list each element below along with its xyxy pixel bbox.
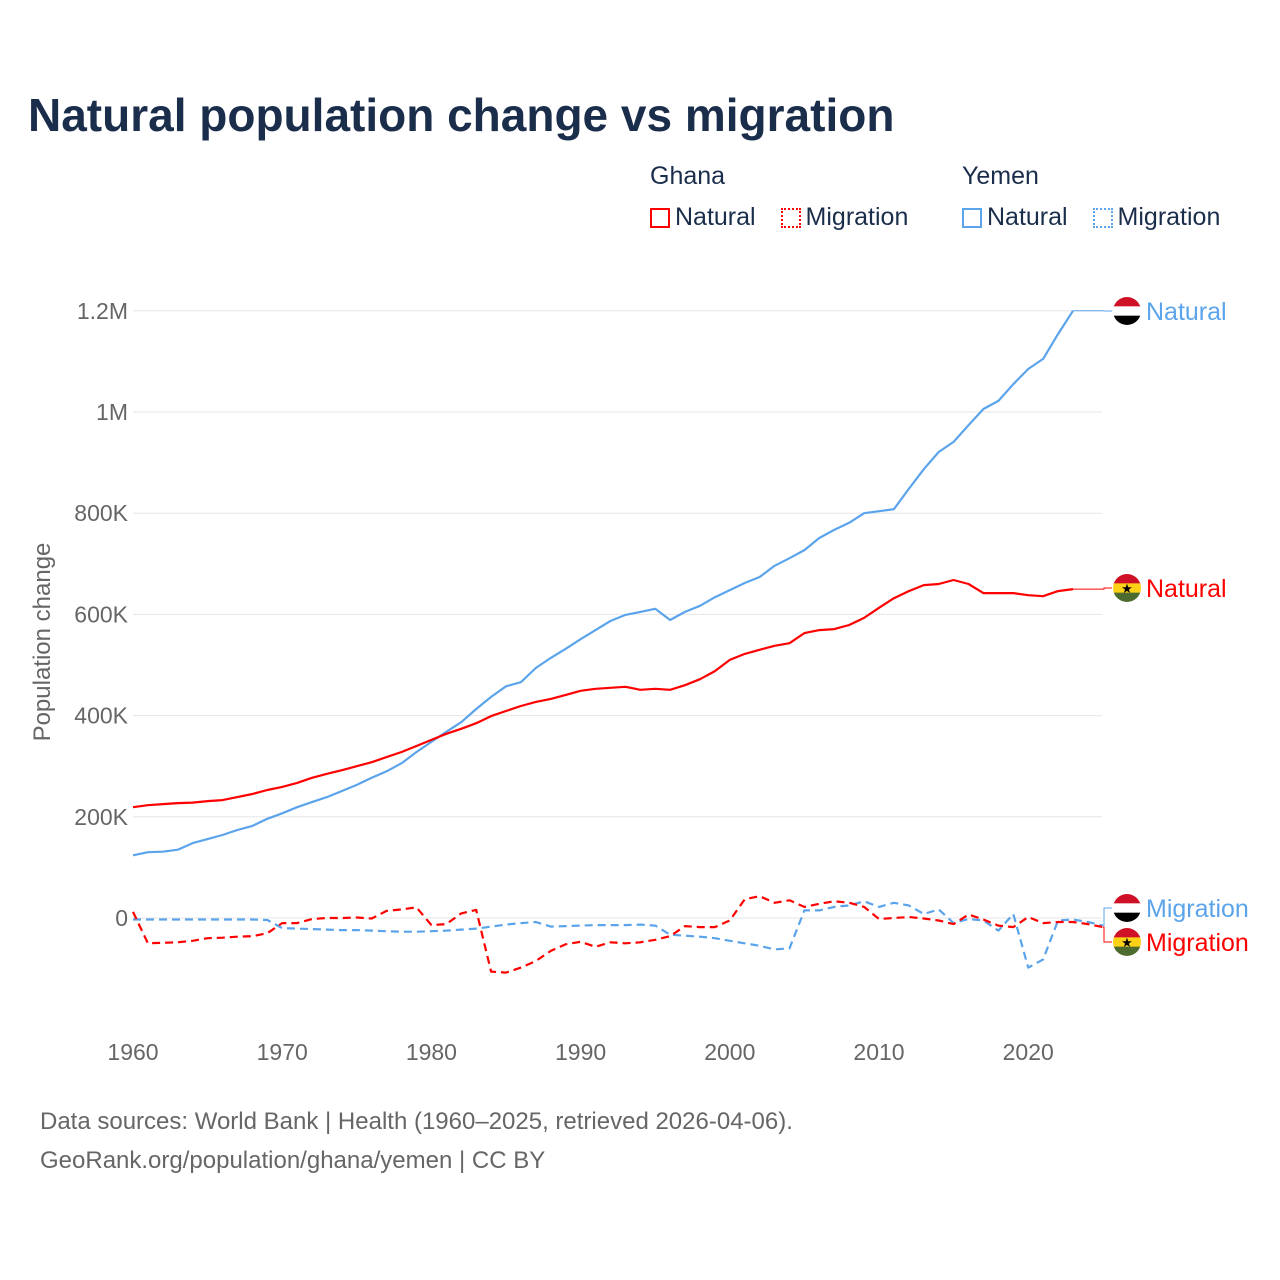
legend-group-title: Ghana xyxy=(650,162,726,190)
footer-sources: Data sources: World Bank | Health (1960–… xyxy=(40,1108,793,1135)
dotted-swatch-icon xyxy=(780,207,801,228)
legend-label: Migration xyxy=(805,203,909,231)
x-tick-label: 1980 xyxy=(406,1039,457,1065)
series-end-label: Migration xyxy=(1146,929,1249,957)
series-line-ghana-natural xyxy=(132,578,1074,809)
x-tick-label: 2000 xyxy=(704,1039,755,1065)
x-tick-label: 1970 xyxy=(257,1039,308,1065)
legend-ghana: Ghana Natural Migration xyxy=(650,162,926,235)
series-line-yemen-migration xyxy=(133,900,1104,969)
yemen-flag-icon xyxy=(1113,894,1141,922)
legend-item-yemen-natural[interactable]: Natural xyxy=(962,203,1068,232)
footer-link[interactable]: GeoRank.org/population/ghana/yemen | CC … xyxy=(40,1147,546,1174)
y-axis-label: Population change xyxy=(29,543,56,742)
legend-label: Migration xyxy=(1117,203,1221,231)
y-tick-label: 200K xyxy=(74,804,128,830)
legend-yemen: Yemen Natural Migration xyxy=(962,162,1238,235)
x-tick-label: 2020 xyxy=(1003,1039,1054,1065)
solid-swatch-icon xyxy=(962,207,982,228)
label-connector xyxy=(1072,587,1112,590)
legend-item-ghana-migration[interactable]: Migration xyxy=(780,203,909,232)
solid-swatch-icon xyxy=(650,207,670,228)
chart-title: Natural population change vs migration xyxy=(28,89,895,141)
legend-item-ghana-natural[interactable]: Natural xyxy=(650,203,756,232)
legend-label: Natural xyxy=(987,203,1068,231)
yemen-flag-icon xyxy=(1113,297,1141,325)
legend-label: Natural xyxy=(675,203,756,231)
y-tick-label: 600K xyxy=(74,601,128,627)
label-connector xyxy=(1102,907,1112,927)
x-tick-label: 1960 xyxy=(107,1039,158,1065)
series-line-yemen-natural xyxy=(132,310,1074,857)
series-line-ghana-migration xyxy=(132,895,1104,974)
x-tick-label: 1990 xyxy=(555,1039,606,1065)
y-tick-label: 1M xyxy=(96,399,128,425)
ghana-flag-icon: ★ xyxy=(1113,928,1141,956)
svg-text:★: ★ xyxy=(1121,581,1133,596)
x-tick-label: 2010 xyxy=(853,1039,904,1065)
ghana-flag-icon: ★ xyxy=(1113,574,1141,602)
y-tick-label: 0 xyxy=(115,905,128,931)
series-end-label: Natural xyxy=(1146,298,1227,326)
series-end-label: Natural xyxy=(1146,575,1227,603)
y-tick-label: 1.2M xyxy=(77,298,128,324)
legend-group-title: Yemen xyxy=(962,162,1039,190)
dotted-swatch-icon xyxy=(1092,207,1113,228)
series-end-label: Migration xyxy=(1146,895,1249,923)
svg-text:★: ★ xyxy=(1121,935,1133,950)
label-connector xyxy=(1102,926,1112,943)
legend-item-yemen-migration[interactable]: Migration xyxy=(1092,203,1221,232)
y-tick-label: 400K xyxy=(74,703,128,729)
y-tick-label: 800K xyxy=(74,500,128,526)
